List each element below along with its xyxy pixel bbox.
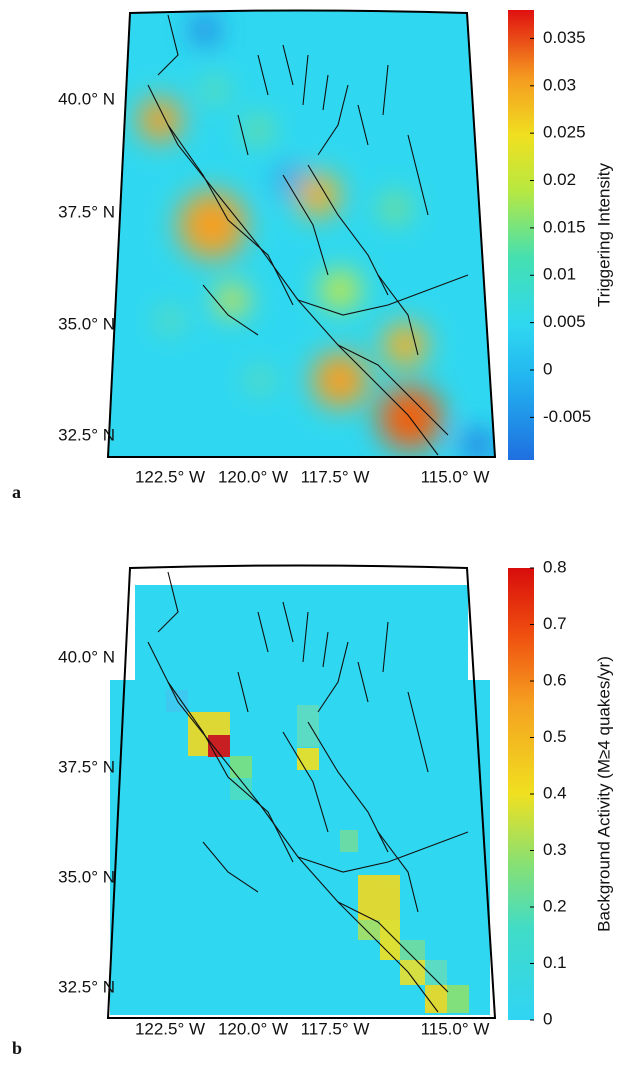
colorbar [508, 568, 534, 1020]
colorbar [508, 10, 534, 460]
map-frame [106, 564, 497, 1019]
map-panel: 40.0° N 37.5° N 35.0° N 32.5° N 122.5° W… [12, 9, 497, 502]
colorbar-tick-label: 0 [543, 1009, 552, 1028]
lon-label: 120.0° W [218, 467, 288, 486]
lon-label: 122.5° W [135, 1019, 205, 1038]
colorbar-tick-label: -0.005 [543, 407, 591, 426]
heat-field [468, 680, 490, 1015]
lat-label: 37.5° N [58, 202, 115, 221]
colorbar-tick-label: 0.035 [543, 28, 586, 47]
lon-label: 115.0° W [421, 467, 490, 486]
lat-label: 40.0° N [58, 647, 115, 666]
lon-label: 122.5° W [135, 467, 205, 486]
lat-label: 35.0° N [58, 867, 115, 886]
map-background [108, 10, 495, 457]
map-panel: 40.0° N 37.5° N 35.0° N 32.5° N 122.5° W… [12, 564, 497, 1058]
colorbar-tick-label: 0.6 [543, 670, 567, 689]
map-frame [106, 9, 497, 458]
panel-label: b [12, 1038, 22, 1058]
colorbar-tick-label: 0.2 [543, 896, 567, 915]
lat-label: 40.0° N [58, 89, 115, 108]
lon-label: 117.5° W [301, 467, 370, 486]
colorbar-tick-label: 0.015 [543, 217, 586, 236]
heat-field [138, 16, 494, 457]
colorbar-tick-label: 0.02 [543, 170, 576, 189]
lon-label: 115.0° W [421, 1019, 490, 1038]
colorbar-tick-label: 0.8 [543, 557, 567, 576]
lon-label: 117.5° W [301, 1019, 370, 1038]
colorbar-tick-label: 0.3 [543, 840, 567, 859]
lat-label: 35.0° N [58, 314, 115, 333]
lat-label: 37.5° N [58, 757, 115, 776]
lat-label: 32.5° N [58, 977, 115, 996]
lon-label: 120.0° W [218, 1019, 288, 1038]
panel-label: a [12, 482, 21, 502]
colorbar-tick-label: 0 [543, 359, 552, 378]
colorbar-tick-label: 0.5 [543, 727, 567, 746]
colorbar-tick-label: 0.7 [543, 614, 567, 633]
lat-label: 32.5° N [58, 425, 115, 444]
colorbar-tick-label: 0.4 [543, 783, 567, 802]
colorbar-tick-label: 0.025 [543, 123, 586, 142]
colorbar-label: Triggering Intensity [594, 163, 613, 307]
colorbar-label: Background Activity (M≥4 quakes/yr) [594, 656, 613, 932]
colorbar-tick-label: 0.1 [543, 953, 567, 972]
colorbar-tick-label: 0.005 [543, 312, 586, 331]
colorbar-tick-label: 0.03 [543, 75, 576, 94]
colorbar-tick-label: 0.01 [543, 265, 576, 284]
